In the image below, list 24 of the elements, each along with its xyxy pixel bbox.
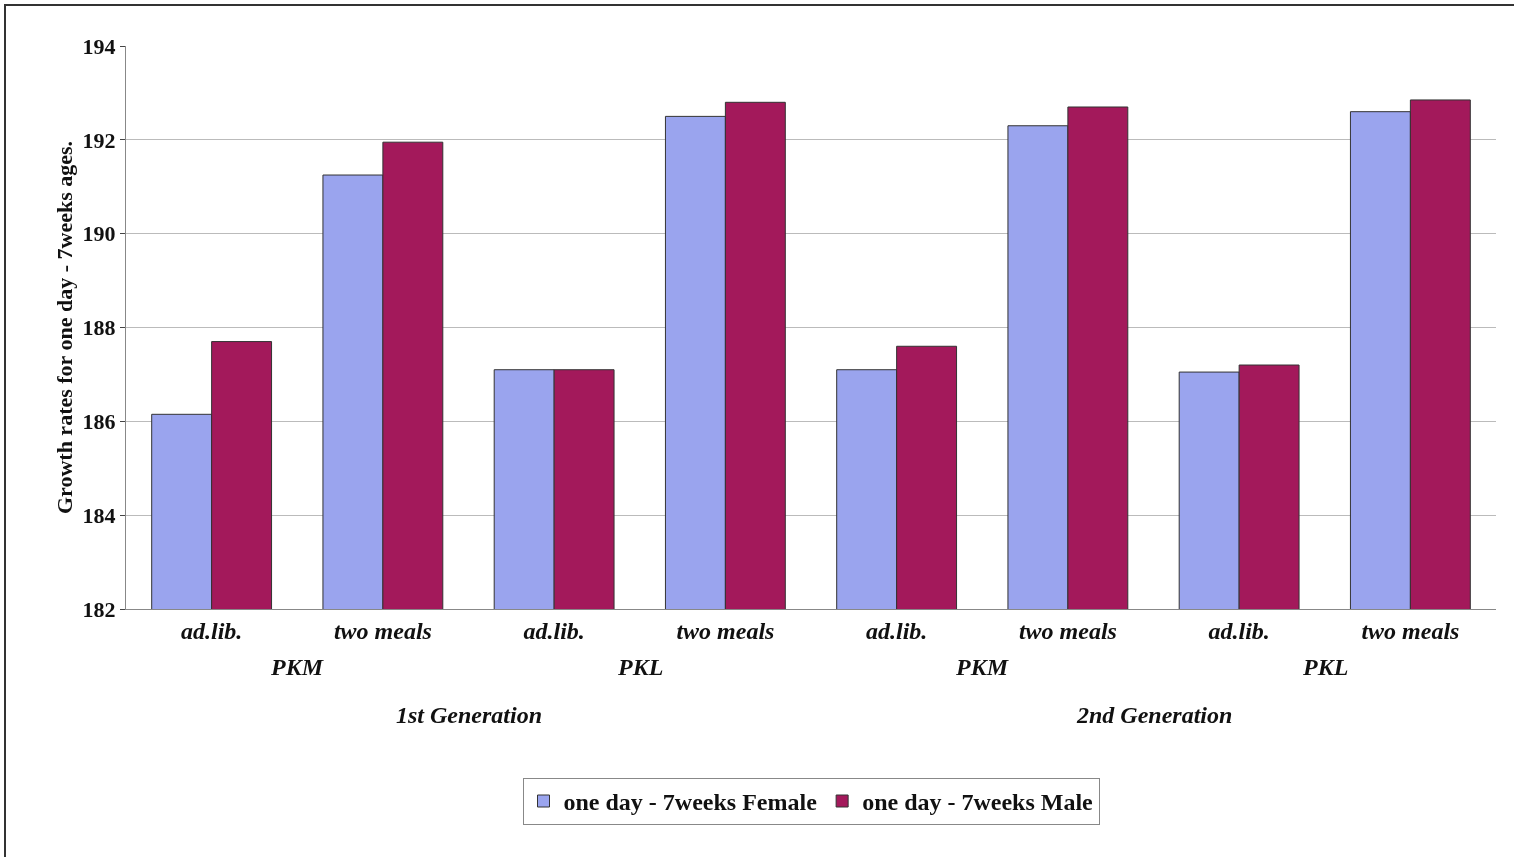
x-tick-label: two meals xyxy=(1361,617,1460,644)
y-tick-label: 184 xyxy=(82,502,116,528)
text: PKL xyxy=(1302,654,1349,680)
text: PKL xyxy=(617,654,664,680)
text: PKM xyxy=(270,654,325,680)
y-tick-label: 194 xyxy=(82,33,116,59)
text: 1st Generation xyxy=(396,702,543,728)
legend-label: one day - 7weeks Male xyxy=(862,789,1094,816)
x-tick-label: two meals xyxy=(333,617,432,644)
x-tick-label: ad.lib. xyxy=(523,617,585,644)
y-tick-label: 192 xyxy=(82,127,116,153)
text: 2nd Generation xyxy=(1076,702,1233,728)
y-axis-title: Growth rates for one day - 7weeks ages. xyxy=(52,140,77,515)
text: PKM xyxy=(955,654,1010,680)
x-tick-label: ad.lib. xyxy=(1208,617,1270,644)
x-tick-label: ad.lib. xyxy=(865,617,928,644)
y-tick-label: 190 xyxy=(82,221,116,247)
x-tick-label: two meals xyxy=(676,617,775,644)
y-tick-label: 182 xyxy=(82,596,116,622)
x-tick-label: two meals xyxy=(1018,617,1117,644)
legend-label: one day - 7weeks Female xyxy=(563,789,818,816)
y-tick-label: 188 xyxy=(82,315,116,341)
y-tick-label: 186 xyxy=(82,409,116,435)
x-tick-label: ad.lib. xyxy=(180,617,243,644)
